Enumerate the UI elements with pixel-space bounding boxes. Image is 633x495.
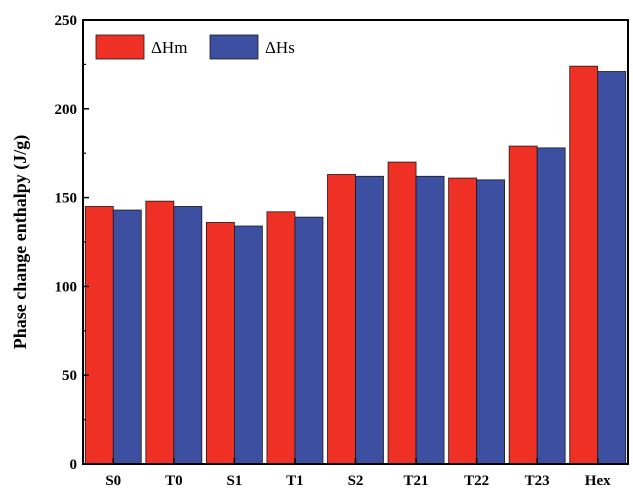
bar-T21-dhm	[387, 161, 417, 465]
bar-T23-dhm	[508, 145, 538, 465]
bar-S1-dhm	[205, 222, 235, 465]
legend: ΔHm ΔHs	[95, 34, 295, 60]
x-tick-label: S1	[226, 473, 242, 489]
x-tick-label: T22	[464, 473, 489, 489]
legend-label-dhm: ΔHm	[151, 38, 187, 57]
bar-T1-dhs	[294, 216, 324, 465]
bar-S0-dhm	[84, 206, 114, 465]
x-axis: S0 T0 S1 T1 S2 T21 T22 T23 Hex	[105, 458, 611, 489]
bar-T0-dhs	[173, 206, 203, 465]
legend-swatch-dhs	[209, 34, 259, 60]
y-tick-label: 150	[55, 191, 78, 207]
bar-T22-dhs	[476, 179, 506, 465]
x-tick-label: T1	[286, 473, 304, 489]
bar-S2-dhs	[355, 175, 384, 465]
x-tick-label: T23	[525, 473, 550, 489]
bar-T23-dhs	[536, 147, 566, 465]
y-tick-label: 50	[62, 368, 77, 384]
y-tick-label: 100	[55, 279, 78, 295]
bar-S1-dhs	[233, 225, 263, 465]
bar-Hex-dhs	[597, 71, 627, 465]
legend-swatch-dhm	[95, 34, 145, 60]
bar-S0-dhs	[112, 209, 142, 465]
x-tick-label: S2	[348, 473, 364, 489]
x-tick-label: Hex	[585, 473, 611, 489]
y-axis: 0 50 100 150 200 250	[55, 13, 89, 473]
bar-T1-dhm	[266, 211, 296, 465]
legend-label-dhs: ΔHs	[265, 38, 295, 57]
x-tick-label: S0	[105, 473, 121, 489]
x-tick-label: T0	[165, 473, 183, 489]
y-tick-label: 0	[70, 457, 78, 473]
bar-Hex-dhm	[569, 65, 599, 465]
bar-T0-dhm	[145, 200, 175, 465]
y-axis-title: Phase change enthalpy (J/g)	[10, 135, 31, 350]
x-tick-label: T21	[404, 473, 429, 489]
bar-T22-dhm	[448, 177, 478, 465]
bar-T21-dhs	[415, 175, 445, 465]
y-tick-label: 200	[55, 102, 78, 118]
bar-S2-dhm	[327, 174, 356, 465]
bars-group	[84, 65, 627, 465]
y-tick-label: 250	[55, 13, 78, 29]
